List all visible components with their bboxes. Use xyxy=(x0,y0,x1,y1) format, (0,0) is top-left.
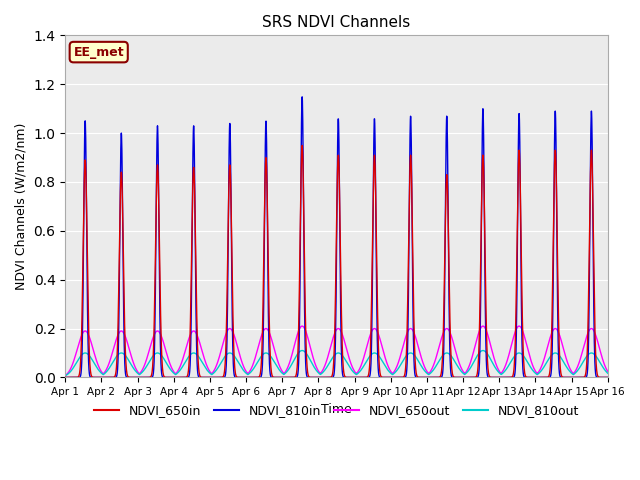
NDVI_650in xyxy=(298,143,306,148)
Text: EE_met: EE_met xyxy=(74,46,124,59)
NDVI_650out xyxy=(535,369,543,374)
NDVI_650in xyxy=(293,368,301,374)
NDVI_810out xyxy=(61,373,69,379)
NDVI_650out xyxy=(593,337,601,343)
NDVI_650out xyxy=(604,369,612,374)
NDVI_810out xyxy=(479,348,487,353)
NDVI_650in xyxy=(535,374,543,380)
NDVI_810out xyxy=(269,358,277,363)
NDVI_810in xyxy=(124,374,131,380)
NDVI_810in xyxy=(535,374,543,380)
Line: NDVI_810out: NDVI_810out xyxy=(65,350,608,376)
NDVI_650in xyxy=(593,371,601,377)
NDVI_810in xyxy=(61,374,69,380)
NDVI_650in xyxy=(269,374,277,380)
NDVI_810in xyxy=(269,374,277,380)
NDVI_810in xyxy=(593,374,601,380)
NDVI_810out xyxy=(124,355,131,361)
NDVI_810out xyxy=(535,371,543,376)
X-axis label: Time: Time xyxy=(321,403,352,416)
NDVI_810out xyxy=(293,352,301,358)
NDVI_650in xyxy=(604,374,612,380)
Line: NDVI_650out: NDVI_650out xyxy=(65,326,608,375)
NDVI_810in xyxy=(298,94,306,100)
NDVI_650out xyxy=(156,329,163,335)
NDVI_810out xyxy=(604,370,612,376)
NDVI_810in xyxy=(604,374,612,380)
Y-axis label: NDVI Channels (W/m2/nm): NDVI Channels (W/m2/nm) xyxy=(15,123,28,290)
NDVI_650out xyxy=(61,372,69,378)
NDVI_650out xyxy=(293,334,301,339)
NDVI_650out xyxy=(515,323,523,329)
NDVI_650in xyxy=(124,372,131,377)
NDVI_650in xyxy=(156,236,163,242)
NDVI_810out xyxy=(156,350,163,356)
NDVI_650out xyxy=(124,339,131,345)
NDVI_650out xyxy=(269,342,277,348)
NDVI_650in xyxy=(61,374,69,380)
NDVI_810out xyxy=(593,355,601,360)
Line: NDVI_650in: NDVI_650in xyxy=(65,145,608,377)
Title: SRS NDVI Channels: SRS NDVI Channels xyxy=(262,15,411,30)
NDVI_810in xyxy=(293,374,301,380)
NDVI_810in xyxy=(156,263,163,268)
Line: NDVI_810in: NDVI_810in xyxy=(65,97,608,377)
Legend: NDVI_650in, NDVI_810in, NDVI_650out, NDVI_810out: NDVI_650in, NDVI_810in, NDVI_650out, NDV… xyxy=(89,399,584,422)
